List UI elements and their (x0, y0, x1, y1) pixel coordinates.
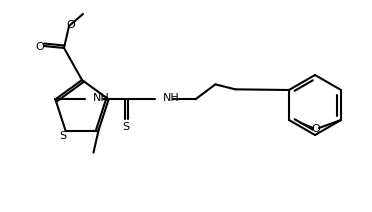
Text: S: S (122, 122, 129, 132)
Text: O: O (67, 20, 76, 30)
Text: O: O (36, 42, 44, 52)
Text: NH: NH (163, 93, 180, 103)
Text: NH: NH (93, 93, 110, 103)
Text: O: O (312, 124, 320, 134)
Text: S: S (59, 131, 66, 141)
